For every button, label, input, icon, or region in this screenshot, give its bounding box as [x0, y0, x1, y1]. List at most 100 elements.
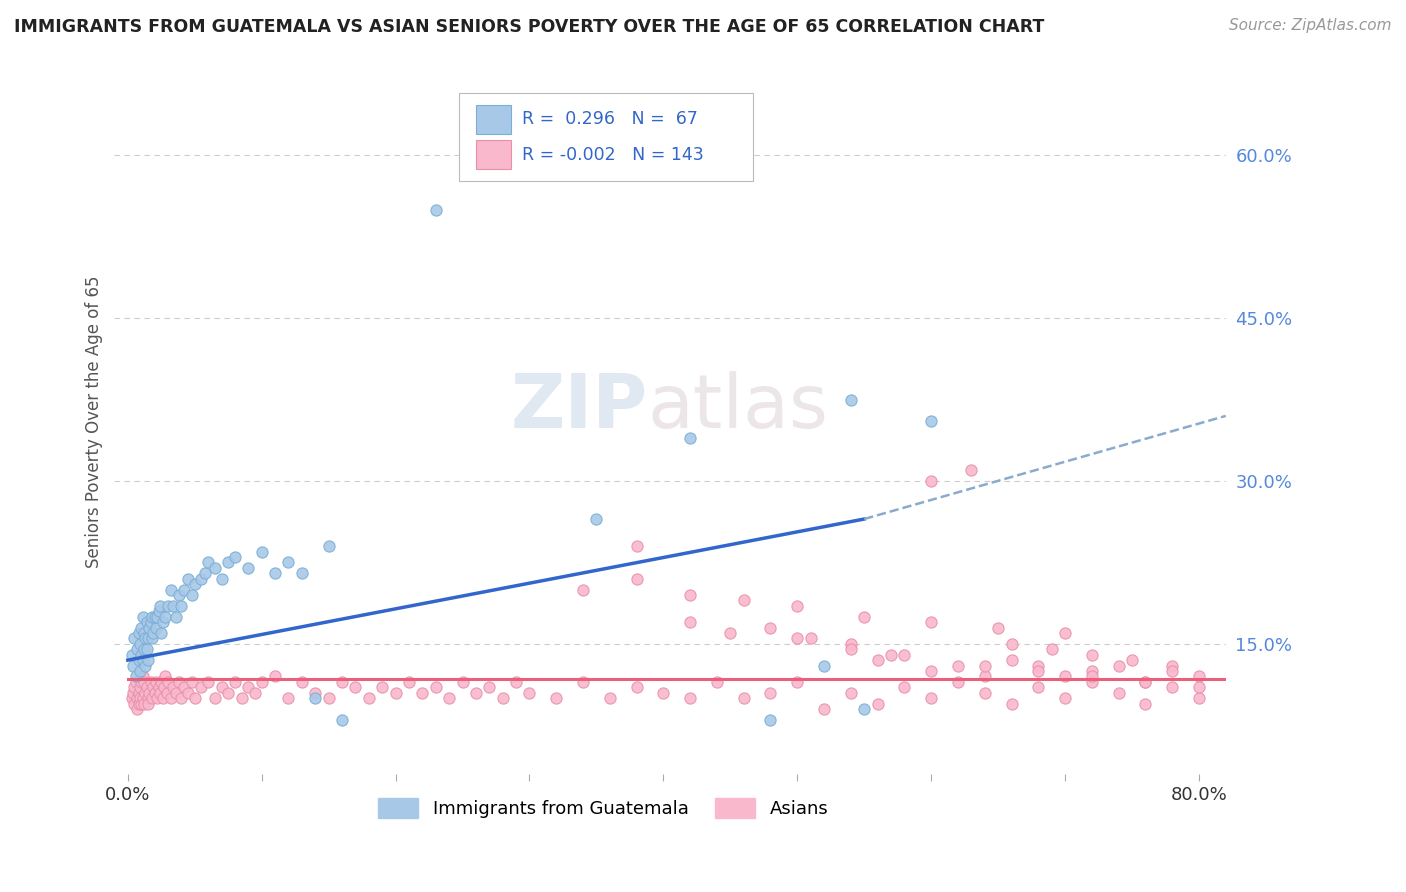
FancyBboxPatch shape	[475, 104, 512, 134]
Point	[131, 609, 153, 624]
Point	[135, 615, 157, 629]
Point	[173, 680, 195, 694]
Point	[920, 664, 942, 678]
Point	[204, 561, 226, 575]
Point	[987, 621, 1010, 635]
Point	[853, 609, 876, 624]
Point	[135, 680, 157, 694]
Point	[960, 463, 983, 477]
Point	[125, 674, 148, 689]
Point	[1161, 664, 1184, 678]
Point	[1054, 626, 1077, 640]
Point	[243, 686, 266, 700]
Point	[134, 686, 156, 700]
Point	[893, 680, 915, 694]
Point	[143, 609, 166, 624]
Point	[134, 658, 156, 673]
Point	[128, 691, 150, 706]
Point	[371, 680, 394, 694]
Point	[437, 691, 460, 706]
Point	[1000, 697, 1022, 711]
Point	[132, 626, 155, 640]
Point	[149, 599, 172, 613]
Point	[128, 653, 150, 667]
Point	[121, 648, 143, 662]
Point	[122, 658, 145, 673]
Point	[357, 691, 380, 706]
Point	[853, 702, 876, 716]
Point	[304, 686, 326, 700]
Point	[1188, 691, 1211, 706]
Point	[142, 680, 165, 694]
Point	[277, 691, 299, 706]
Point	[159, 582, 181, 597]
Point	[197, 674, 219, 689]
Point	[181, 674, 204, 689]
Point	[128, 680, 150, 694]
Point	[599, 691, 621, 706]
Point	[124, 632, 146, 646]
Point	[129, 697, 152, 711]
Point	[127, 702, 149, 716]
Point	[264, 669, 287, 683]
Point	[173, 582, 195, 597]
Point	[839, 686, 862, 700]
Point	[136, 697, 159, 711]
Point	[136, 653, 159, 667]
Point	[626, 680, 648, 694]
Point	[190, 572, 212, 586]
Point	[330, 674, 353, 689]
Point	[149, 686, 172, 700]
Point	[706, 674, 728, 689]
Point	[238, 561, 260, 575]
Point	[1188, 669, 1211, 683]
Point	[920, 414, 942, 428]
Point	[194, 566, 217, 581]
Point	[839, 637, 862, 651]
Point	[880, 648, 903, 662]
Legend: Immigrants from Guatemala, Asians: Immigrants from Guatemala, Asians	[371, 790, 835, 825]
Point	[224, 549, 246, 564]
Point	[148, 604, 170, 618]
Point	[718, 626, 741, 640]
Point	[1135, 697, 1157, 711]
Point	[124, 697, 146, 711]
Point	[250, 544, 273, 558]
Point	[330, 713, 353, 727]
Point	[132, 674, 155, 689]
FancyBboxPatch shape	[458, 94, 754, 181]
Point	[1188, 680, 1211, 694]
Point	[155, 609, 177, 624]
Point	[177, 572, 200, 586]
Point	[159, 691, 181, 706]
Text: ZIP: ZIP	[510, 371, 648, 443]
Point	[150, 626, 173, 640]
Point	[136, 632, 159, 646]
Point	[145, 674, 167, 689]
Point	[1161, 658, 1184, 673]
Point	[132, 642, 155, 657]
Point	[679, 615, 702, 629]
Point	[626, 539, 648, 553]
Point	[155, 669, 177, 683]
Point	[800, 632, 823, 646]
Point	[920, 691, 942, 706]
Point	[217, 556, 239, 570]
Point	[572, 674, 595, 689]
Point	[733, 691, 755, 706]
Point	[121, 691, 143, 706]
Point	[786, 674, 808, 689]
Point	[141, 632, 163, 646]
Point	[238, 680, 260, 694]
Point	[141, 609, 163, 624]
Point	[1054, 669, 1077, 683]
Point	[170, 691, 193, 706]
Point	[1040, 642, 1063, 657]
Point	[786, 599, 808, 613]
Point	[411, 686, 433, 700]
Point	[141, 691, 163, 706]
Point	[277, 556, 299, 570]
Point	[167, 588, 190, 602]
Point	[1026, 658, 1049, 673]
Point	[134, 632, 156, 646]
